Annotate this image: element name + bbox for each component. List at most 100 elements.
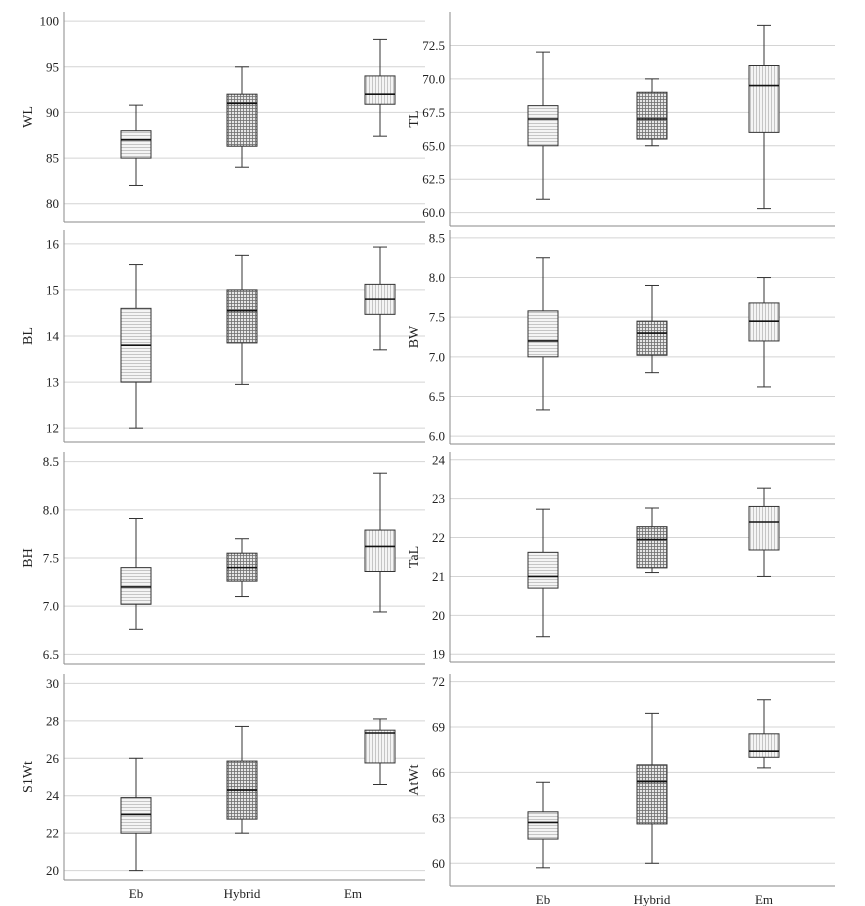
box-hybrid — [636, 284, 668, 374]
box-em — [748, 699, 780, 769]
y-tick-label: 62.5 — [422, 172, 445, 187]
box-hybrid — [636, 507, 668, 574]
iqr-box — [364, 75, 396, 105]
y-axis-title: BH — [21, 548, 36, 567]
panel-tl: 60.0 62.5 65.0 67.5 70.0 72.5 TL — [407, 12, 835, 227]
y-axis-title: TaL — [407, 546, 422, 568]
y-tick-label: 22 — [432, 530, 445, 545]
y-tick-label: 14 — [46, 329, 60, 344]
box-em — [748, 24, 780, 210]
y-tick-label: 23 — [432, 491, 445, 506]
box-em — [364, 246, 396, 351]
box-eb — [120, 757, 152, 872]
x-category-label-hybrid: Hybrid — [224, 886, 261, 901]
y-tick-label: 20 — [46, 863, 59, 878]
box-eb — [527, 781, 559, 869]
y-tick-label: 13 — [46, 375, 59, 390]
box-hybrid — [636, 78, 668, 147]
iqr-box — [748, 733, 780, 758]
y-tick-label: 15 — [46, 282, 59, 297]
iqr-box — [748, 505, 780, 551]
y-tick-label: 85 — [46, 151, 59, 166]
iqr-box — [120, 130, 152, 159]
box-hybrid — [226, 254, 258, 385]
x-category-label-eb: Eb — [129, 886, 143, 901]
iqr-box — [527, 811, 559, 840]
x-category-label-hybrid: Hybrid — [634, 892, 671, 906]
y-axis-title: BW — [407, 325, 422, 348]
y-tick-label: 72 — [432, 674, 445, 689]
panel-atwt: 60 63 66 69 72 AtWt — [407, 674, 835, 887]
y-tick-label: 28 — [46, 713, 59, 728]
iqr-box — [527, 551, 559, 589]
y-tick-label: 8.5 — [43, 454, 59, 469]
panel-tal: 19 20 21 22 23 24 TaL — [407, 452, 835, 663]
box-hybrid — [636, 712, 668, 864]
iqr-box — [636, 91, 668, 140]
y-tick-label: 24 — [432, 452, 446, 467]
iqr-box — [226, 93, 258, 147]
y-tick-label: 8.5 — [429, 230, 445, 245]
panel-bl: 12 13 14 15 16 BL — [21, 230, 425, 443]
box-hybrid — [226, 66, 258, 168]
iqr-box — [748, 65, 780, 133]
iqr-box — [120, 797, 152, 834]
y-tick-label: 69 — [432, 720, 445, 735]
y-tick-label: 12 — [46, 421, 59, 436]
y-tick-label: 67.5 — [422, 105, 445, 120]
x-category-label-eb: Eb — [536, 892, 550, 906]
panel-wl: 80 85 90 95 100 WL — [21, 12, 425, 223]
y-tick-label: 66 — [432, 765, 446, 780]
x-category-labels: Eb Hybrid Em Eb Hybrid Em — [129, 886, 773, 906]
iqr-box — [364, 729, 396, 764]
box-eb — [527, 257, 559, 411]
y-tick-label: 8.0 — [43, 502, 59, 517]
box-eb — [120, 264, 152, 429]
y-tick-label: 63 — [432, 810, 445, 825]
y-tick-label: 100 — [40, 14, 60, 29]
y-tick-label: 22 — [46, 826, 59, 841]
y-tick-label: 65.0 — [422, 138, 445, 153]
panel-s1wt: 20 22 24 26 28 30 S1Wt — [21, 674, 425, 881]
y-tick-label: 72.5 — [422, 38, 445, 53]
iqr-box — [636, 764, 668, 825]
box-eb — [527, 508, 559, 638]
box-eb — [120, 517, 152, 630]
y-axis-title: AtWt — [407, 764, 422, 795]
panel-bw: 6.0 6.5 7.0 7.5 8.0 8.5 BW — [407, 230, 835, 445]
y-tick-label: 7.0 — [43, 599, 59, 614]
y-tick-label: 95 — [46, 59, 59, 74]
iqr-box — [527, 105, 559, 147]
y-tick-label: 30 — [46, 676, 59, 691]
y-tick-label: 20 — [432, 608, 445, 623]
y-tick-label: 26 — [46, 751, 60, 766]
y-axis-title: TL — [407, 110, 422, 127]
panel-bh: 6.5 7.0 7.5 8.0 8.5 BH — [21, 452, 425, 665]
y-tick-label: 8.0 — [429, 270, 445, 285]
y-tick-label: 7.5 — [429, 310, 445, 325]
box-hybrid — [226, 725, 258, 834]
x-category-label-em: Em — [755, 892, 773, 906]
y-tick-label: 21 — [432, 569, 445, 584]
iqr-box — [226, 289, 258, 344]
iqr-box — [636, 526, 668, 569]
y-tick-label: 60 — [432, 856, 445, 871]
iqr-box — [364, 529, 396, 572]
y-tick-label: 24 — [46, 788, 60, 803]
box-hybrid — [226, 538, 258, 598]
y-tick-label: 60.0 — [422, 205, 445, 220]
y-tick-label: 80 — [46, 196, 59, 211]
box-em — [364, 472, 396, 613]
box-em — [748, 487, 780, 577]
box-eb — [120, 104, 152, 186]
iqr-box — [120, 567, 152, 605]
y-tick-label: 6.5 — [429, 389, 445, 404]
y-tick-label: 6.5 — [43, 647, 59, 662]
y-tick-label: 90 — [46, 105, 59, 120]
box-em — [748, 277, 780, 388]
iqr-box — [636, 320, 668, 356]
y-tick-label: 6.0 — [429, 429, 445, 444]
y-axis-title: BL — [21, 327, 36, 345]
box-eb — [527, 51, 559, 200]
